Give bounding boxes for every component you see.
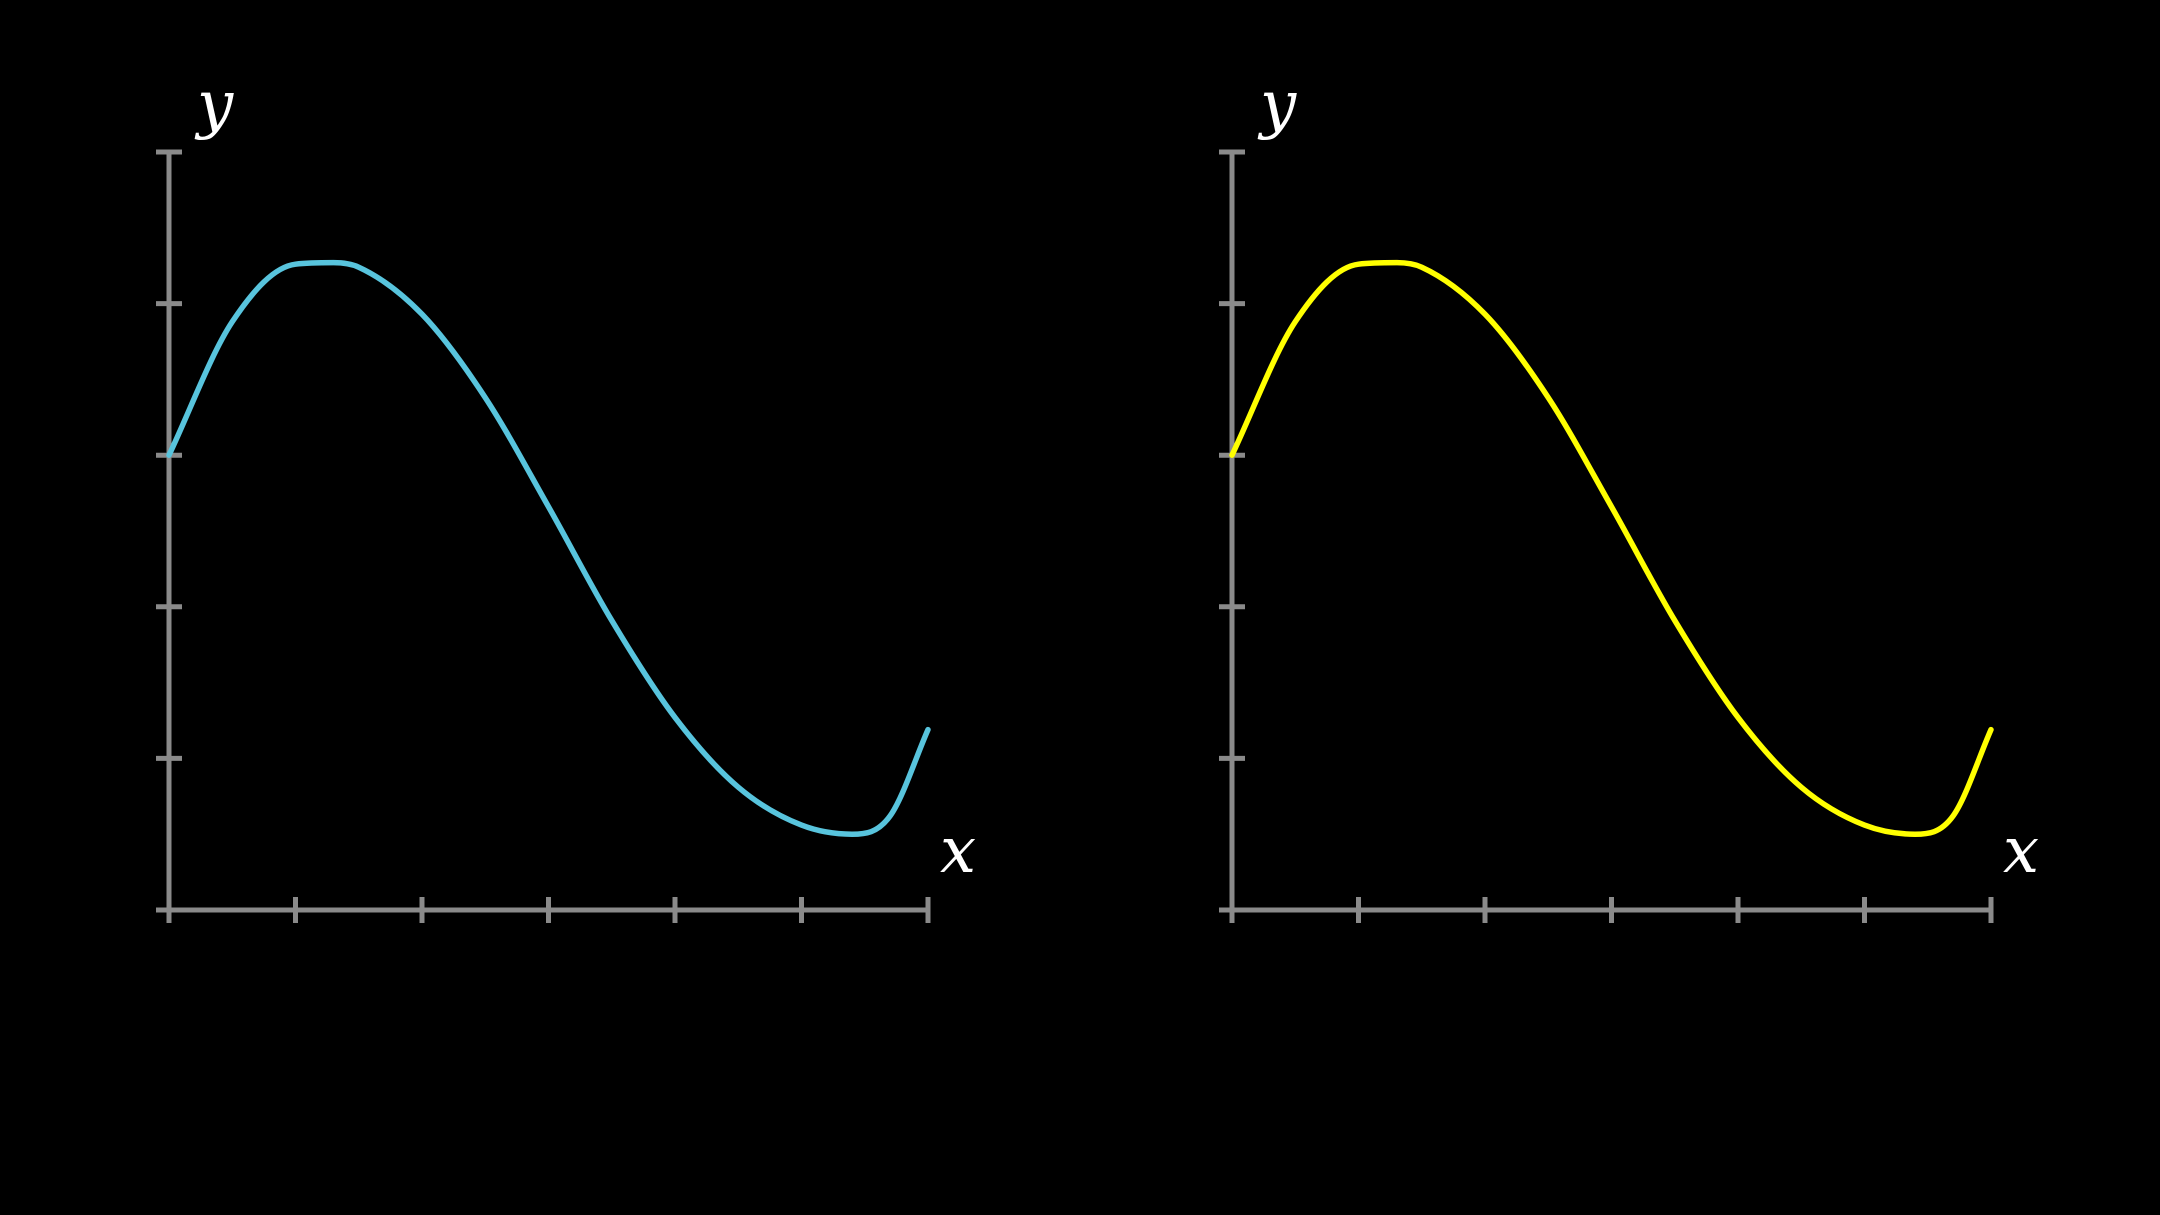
right-y-axis-label: y	[1257, 68, 1297, 142]
left-y-axis-label: y	[194, 68, 234, 142]
chart-left: xy	[156, 68, 976, 923]
left-x-axis-label: x	[940, 814, 976, 888]
right-x-axis-label: x	[2003, 814, 2039, 888]
left-curve-series-0	[166, 259, 931, 837]
chart-right: xy	[1219, 68, 2039, 923]
right-curve-series-0	[1229, 259, 1994, 837]
